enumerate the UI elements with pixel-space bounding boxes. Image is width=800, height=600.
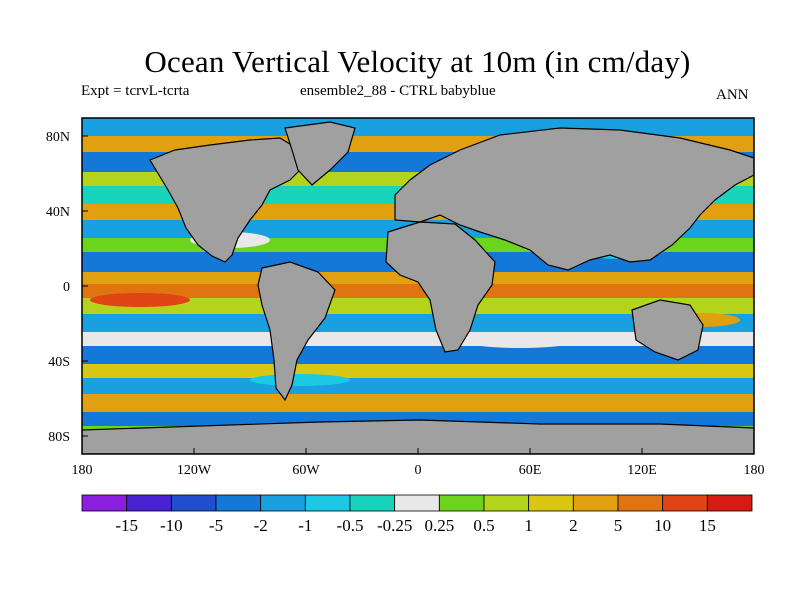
case-label: ensemble2_88 - CTRL babyblue: [300, 83, 496, 99]
lat-tick-label: 40N: [46, 205, 70, 220]
colorbar-label: -2: [254, 516, 268, 535]
land-masses: [82, 121, 754, 454]
colorbar-label: 5: [614, 516, 623, 535]
africa-land: [385, 221, 496, 353]
colorbar-swatch: [572, 494, 619, 512]
colorbar-label: 0.5: [473, 516, 494, 535]
colorbar-swatch: [304, 494, 351, 512]
lon-tick-label: 180: [744, 463, 765, 478]
experiment-label: Expt = tcrvL-tcrta: [81, 83, 190, 99]
longitude-axis: 180 120W 60W 0 60E 120E 180: [72, 448, 765, 478]
lat-tick-label: 80S: [48, 430, 70, 445]
lon-tick-label: 120E: [627, 463, 657, 478]
greenland-land: [284, 121, 356, 186]
lon-tick-label: 60E: [519, 463, 542, 478]
colorbar-swatch: [483, 494, 530, 512]
lon-tick-label: 120W: [177, 463, 212, 478]
colorbar-label: -0.5: [337, 516, 364, 535]
colorbar-swatch: [528, 494, 574, 512]
colorbar-label: 0.25: [424, 516, 454, 535]
season-label: ANN: [716, 87, 749, 103]
australia-land: [631, 299, 704, 361]
colorbar-swatch: [349, 494, 396, 512]
colorbar-swatch: [126, 494, 172, 512]
colorbar-label: 2: [569, 516, 578, 535]
colorbar-label: 15: [699, 516, 716, 535]
colorbar-swatch: [81, 494, 128, 512]
lat-tick-label: 80N: [46, 130, 70, 145]
colorbar-swatch: [215, 494, 262, 512]
colorbar-swatch: [706, 494, 753, 512]
colorbar: -15 -10 -5 -2 -1 -0.5 -0.25 0.25 0.5 1 2 5 10 15: [81, 494, 753, 535]
map-title: Ocean Vertical Velocity at 10m (in cm/da…: [144, 44, 691, 79]
colorbar-label: -10: [160, 516, 183, 535]
colorbar-label: -1: [298, 516, 312, 535]
colorbar-label: -0.25: [377, 516, 412, 535]
colorbar-swatch: [617, 494, 664, 512]
lat-tick-label: 40S: [48, 355, 70, 370]
north-america-land: [149, 137, 306, 263]
colorbar-label: -15: [115, 516, 138, 535]
lat-tick-label: 0: [63, 280, 70, 295]
colorbar-swatch: [662, 494, 708, 512]
eurasia-land: [394, 127, 754, 271]
south-america-land: [257, 261, 336, 402]
latitude-axis: 80N 40N 0 40S 80S: [46, 130, 88, 445]
lon-tick-label: 0: [415, 463, 422, 478]
colorbar-swatch: [394, 494, 440, 512]
colorbar-label: -5: [209, 516, 223, 535]
colorbar-label: 1: [524, 516, 533, 535]
colorbar-swatch: [170, 494, 217, 512]
lon-tick-label: 180: [72, 463, 93, 478]
antarctica-land: [82, 419, 754, 454]
colorbar-swatch: [438, 494, 485, 512]
colorbar-swatch: [260, 494, 306, 512]
lon-tick-label: 60W: [292, 463, 320, 478]
colorbar-label: 10: [654, 516, 671, 535]
